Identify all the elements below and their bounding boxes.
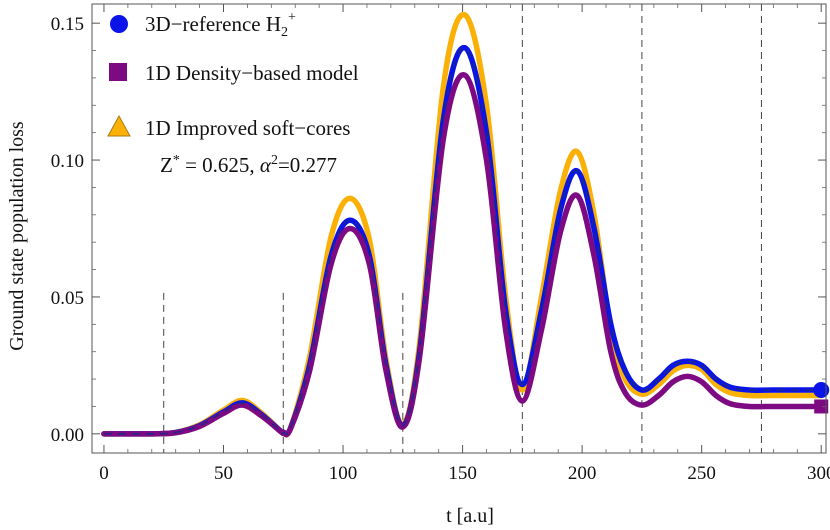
legend-marker-circle xyxy=(110,15,128,33)
legend-label-softcores: 1D Improved soft−cores xyxy=(145,116,350,140)
x-tick-label-250: 250 xyxy=(687,463,716,484)
x-tick-label-0: 0 xyxy=(99,463,109,484)
x-axis-title: t [a.u] xyxy=(446,505,494,527)
y-tick-label-1: 0.05 xyxy=(51,288,84,309)
legend-label-density: 1D Density−based model xyxy=(145,61,359,85)
x-tick-label-50: 50 xyxy=(214,463,233,484)
series-line-dashed-overlay xyxy=(103,47,822,436)
legend-marker-square xyxy=(109,63,127,81)
x-tick-label-150: 150 xyxy=(448,463,477,484)
y-tick-label-3: 0.15 xyxy=(51,14,84,35)
plot-frame xyxy=(91,3,827,454)
legend-marker-triangle xyxy=(107,114,131,137)
axis-ticks: 0 50 100 150 200 250 300 0.00 0.05 0.10 0.15 xyxy=(51,4,830,484)
end-marker-square xyxy=(814,399,829,414)
y-axis-title: Ground state population loss xyxy=(6,121,28,351)
x-tick-label-200: 200 xyxy=(568,463,597,484)
legend-label-3d: 3D−reference H2+ xyxy=(145,10,296,40)
series-line-1 xyxy=(101,72,824,438)
end-marker-circle xyxy=(813,382,830,399)
legend: 3D−reference H2+ 1D Density−based model … xyxy=(107,10,359,177)
y-tick-label-2: 0.10 xyxy=(51,151,84,172)
x-tick-label-100: 100 xyxy=(329,463,358,484)
legend-annotation: Z* = 0.625, α2=0.277 xyxy=(160,153,337,177)
series-group xyxy=(101,11,824,438)
y-tick-label-0: 0.00 xyxy=(51,425,84,446)
x-tick-label-300: 300 xyxy=(807,463,830,484)
end-markers xyxy=(813,382,830,414)
